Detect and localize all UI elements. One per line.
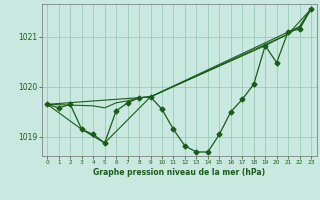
X-axis label: Graphe pression niveau de la mer (hPa): Graphe pression niveau de la mer (hPa) [93, 168, 265, 177]
